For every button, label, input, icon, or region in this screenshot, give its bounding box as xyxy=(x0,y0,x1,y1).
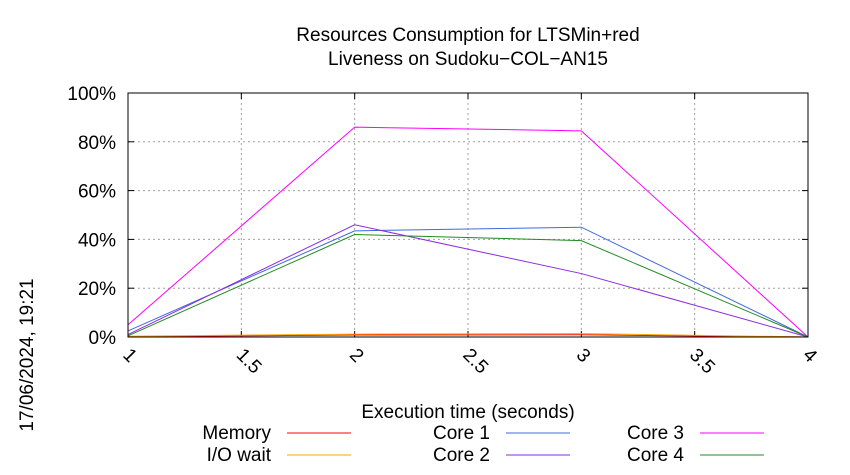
x-tick-label: 2.5 xyxy=(458,345,492,379)
series-line-core-4 xyxy=(127,234,809,338)
legend-label-core-1: Core 1 xyxy=(433,423,490,444)
series-line-i-o-wait xyxy=(127,333,809,338)
grid xyxy=(127,92,809,338)
x-tick-label: 3.5 xyxy=(685,345,719,379)
legend-label-memory: Memory xyxy=(202,423,271,444)
y-tick-label: 0% xyxy=(89,328,117,349)
legend-label-i-o-wait: I/O wait xyxy=(207,445,272,466)
y-tick-label: 80% xyxy=(78,133,116,154)
chart-subtitle: Liveness on Sudoku−COL−AN15 xyxy=(328,49,608,70)
series-line-memory xyxy=(127,334,809,338)
series-line-core-1 xyxy=(127,226,809,338)
x-tick-label: 1 xyxy=(118,345,140,367)
x-tick-label: 1.5 xyxy=(232,345,266,379)
plot-frame xyxy=(127,92,809,338)
legend-label-core-2: Core 2 xyxy=(433,445,490,466)
y-tick-label: 40% xyxy=(78,230,116,251)
timestamp: 17/06/2024, 19:21 xyxy=(17,278,38,431)
x-tick-label: 4 xyxy=(798,345,821,368)
x-tick-label: 3 xyxy=(572,345,594,367)
y-tick-label: 20% xyxy=(78,279,116,300)
y-tick-label: 60% xyxy=(78,182,116,203)
y-tick-label: 100% xyxy=(67,84,116,105)
legend-label-core-3: Core 3 xyxy=(627,423,684,444)
legend-label-core-4: Core 4 xyxy=(627,445,684,466)
chart-title: Resources Consumption for LTSMin+red xyxy=(296,25,639,46)
series-lines xyxy=(127,126,809,338)
x-axis-label: Execution time (seconds) xyxy=(361,402,574,423)
series-line-core-3 xyxy=(127,126,809,338)
x-tick-label: 2 xyxy=(345,345,367,367)
series-line-core-2 xyxy=(127,224,809,338)
